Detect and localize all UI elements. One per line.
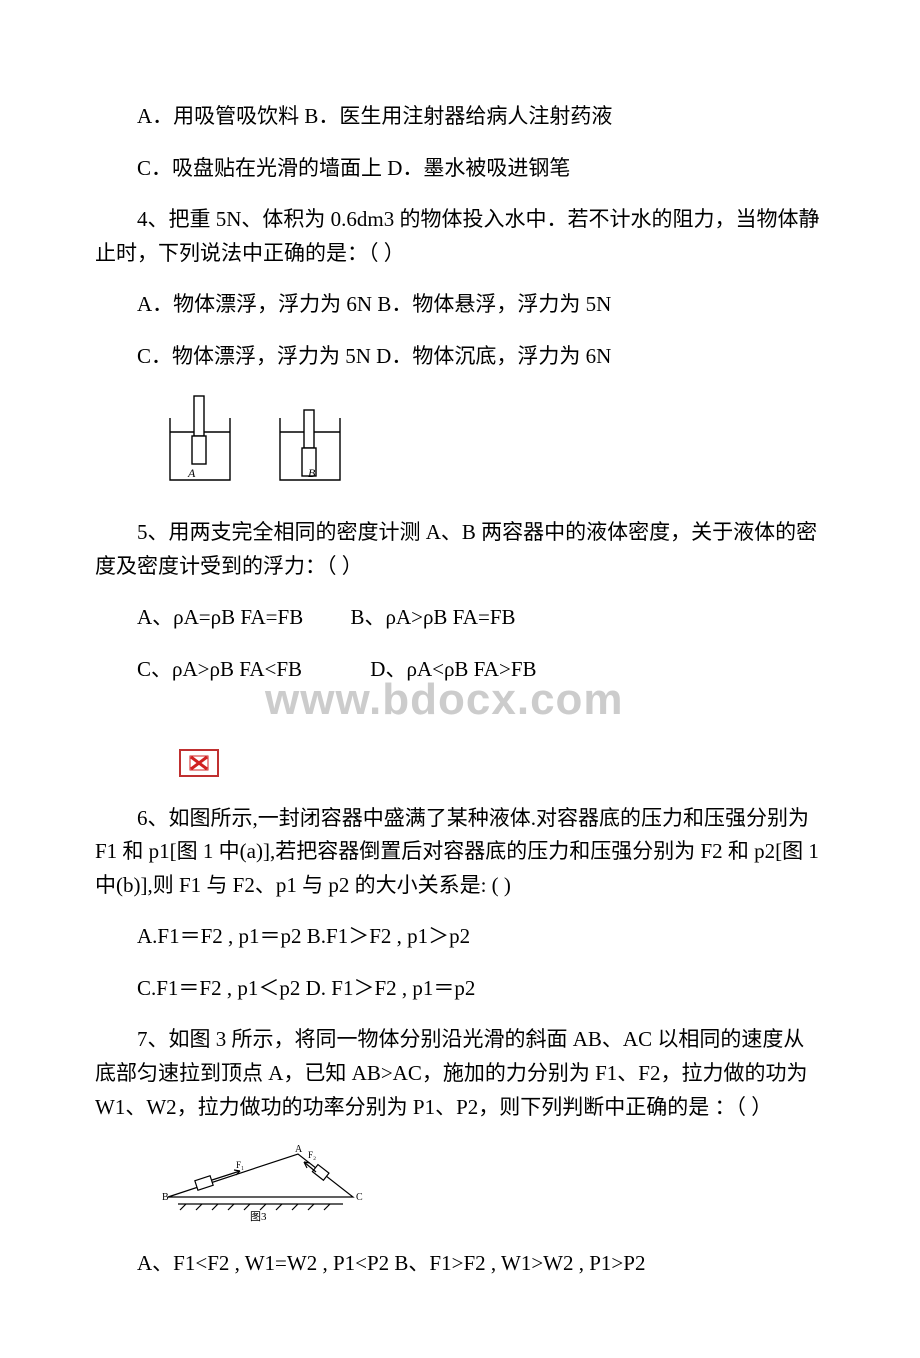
fig7-label-a: A [295, 1144, 303, 1155]
q3-opt-cd: C．吸盘贴在光滑的墙面上 D．墨水被吸进钢笔 [95, 152, 825, 186]
q6-opt-ab: A.F1＝F2 , p1＝p2 B.F1＞F2 , p1＞p2 [95, 920, 825, 954]
q6-opt-cd: C.F1＝F2 , p1＜p2 D. F1＞F2 , p1＝p2 [95, 972, 825, 1006]
q4-opt-cd: C．物体漂浮，浮力为 5N D．物体沉底，浮力为 6N [95, 340, 825, 374]
q4-opt-ab: A．物体漂浮，浮力为 6N B．物体悬浮，浮力为 5N [95, 288, 825, 322]
broken-image-icon [179, 749, 219, 777]
fig7-label-b: B [162, 1192, 169, 1203]
fig7-label-c: C [356, 1192, 363, 1203]
q6-stem: 6、如图所示,一封闭容器中盛满了某种液体.对容器底的压力和压强分别为 F1 和 … [95, 802, 825, 903]
fig5-label-a: A [187, 466, 196, 480]
fig7-label-f1: F₁ [236, 1160, 244, 1170]
q4-stem: 4、把重 5N、体积为 0.6dm3 的物体投入水中．若不计水的阻力，当物体静止… [95, 203, 825, 270]
q5-opt-cd: C、ρA>ρB FA<FB D、ρA<ρB FA>FB [95, 653, 825, 687]
figure-incline: A B C F₁ F₂ 图3 [158, 1142, 825, 1233]
q5-stem: 5、用两支完全相同的密度计测 A、B 两容器中的液体密度，关于液体的密度及密度计… [95, 516, 825, 583]
q3-opt-ab: A．用吸管吸饮料 B．医生用注射器给病人注射药液 [95, 100, 825, 134]
q7-opt-ab: A、F1<F2 , W1=W2 , P1<P2 B、F1>F2 , W1>W2 … [95, 1247, 825, 1281]
fig7-label-f2: F₂ [308, 1150, 316, 1160]
fig5-label-b: B [308, 466, 316, 480]
q7-stem: 7、如图 3 所示，将同一物体分别沿光滑的斜面 AB、AC 以相同的速度从底部匀… [95, 1023, 825, 1124]
figure-densimeter: A B [158, 392, 825, 503]
fig7-caption: 图3 [250, 1210, 267, 1222]
q5-opt-ab: A、ρA=ρB FA=FB B、ρA>ρB FA=FB [95, 601, 825, 635]
